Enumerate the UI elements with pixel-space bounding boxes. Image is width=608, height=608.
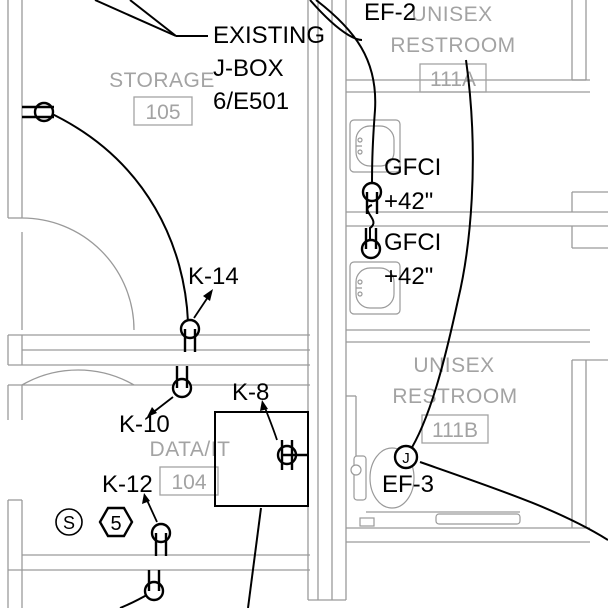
callout-k12: K-12 <box>102 471 153 498</box>
receptacle-k10[interactable] <box>171 366 193 399</box>
gfci-receptacle-upper[interactable] <box>361 181 383 214</box>
callout-line: 6/E501 <box>213 88 289 115</box>
room-name-line2: RESTROOM <box>392 385 517 408</box>
receptacle-k8[interactable] <box>276 440 308 470</box>
callout-existing-jbox: EXISTING J-BOX 6/E501 <box>213 22 325 115</box>
room-tag-unisex-111b: UNISEX RESTROOM 111B <box>392 354 517 444</box>
callout-line: +42" <box>384 263 433 290</box>
callout-line: GFCI <box>384 229 441 256</box>
callout-line: J-BOX <box>213 55 284 82</box>
room-tag-storage: STORAGE 105 <box>109 69 215 126</box>
callout-ef2: EF-2 <box>364 0 416 26</box>
callout-line: +42" <box>384 188 433 215</box>
room-name: STORAGE <box>109 69 215 92</box>
room-number: 105 <box>145 101 180 124</box>
callout-k8: K-8 <box>232 379 269 406</box>
room-name: DATA/IT <box>150 438 231 461</box>
junction-box-ef3[interactable]: J <box>393 444 419 470</box>
callout-ef3: EF-3 <box>382 471 434 498</box>
callout-k14: K-14 <box>188 263 239 290</box>
room-number: 104 <box>171 471 206 494</box>
callout-gfci-upper: GFCI +42" <box>384 154 441 215</box>
water-closet <box>350 447 521 527</box>
lavatory-lower <box>349 261 401 315</box>
switch-symbol[interactable]: S <box>55 508 83 536</box>
room-tag-data-it: DATA/IT 104 <box>150 438 231 496</box>
receptacle-storage[interactable] <box>22 101 55 123</box>
gfci-receptacle-lower[interactable] <box>360 228 382 260</box>
room-name-line1: UNISEX <box>411 3 492 26</box>
room-name-line1: UNISEX <box>413 354 494 377</box>
callout-k10: K-10 <box>119 411 170 438</box>
room-tag-unisex-111a: UNISEX RESTROOM 111A <box>390 3 515 93</box>
receptacle-k14[interactable] <box>179 318 201 352</box>
callout-line: EXISTING <box>213 22 325 49</box>
room-number: 111A <box>430 68 476 91</box>
callout-line: GFCI <box>384 154 441 181</box>
receptacle-k12[interactable] <box>150 522 172 556</box>
fixture-tag-hexagon: 5 <box>98 506 134 538</box>
receptacle-bottom[interactable] <box>143 570 165 602</box>
data-it-equipment-box <box>214 411 309 507</box>
callout-gfci-lower: GFCI +42" <box>384 229 441 290</box>
room-name-line2: RESTROOM <box>390 34 515 57</box>
junction-letter: J <box>402 450 410 467</box>
branch-wiring <box>47 0 608 608</box>
lavatory-upper <box>349 119 401 173</box>
room-number: 111B <box>432 419 478 442</box>
fixture-tag-number: 5 <box>110 513 121 535</box>
switch-letter: S <box>63 513 75 533</box>
leader-arrows <box>142 289 278 523</box>
